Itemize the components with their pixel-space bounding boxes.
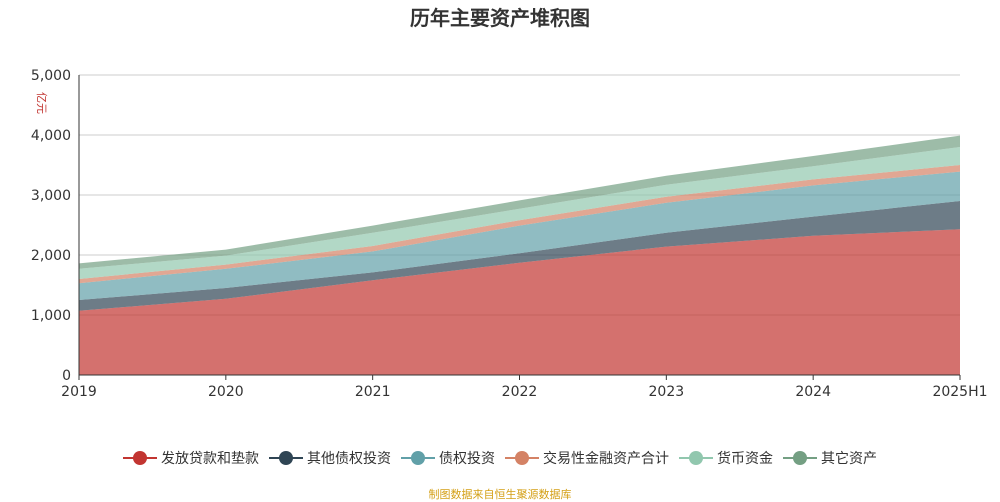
- legend-item[interactable]: 其它资产: [783, 448, 877, 468]
- legend-label: 其它资产: [821, 451, 877, 467]
- x-tick-label: 2025H1: [932, 384, 987, 400]
- area-series-4: [79, 147, 960, 279]
- legend-label: 债权投资: [439, 451, 495, 467]
- legend-label: 交易性金融资产合计: [543, 451, 669, 467]
- area-series-0: [79, 229, 960, 375]
- y-tick-label: 0: [62, 368, 71, 384]
- legend-item[interactable]: 其他债权投资: [269, 448, 391, 468]
- x-tick-label: 2021: [355, 384, 391, 400]
- axes: 0 1,000 2,000 3,000 4,000 5,000 2019 2020 2021 20…: [31, 68, 988, 400]
- y-tick-label: 2,000: [31, 248, 71, 264]
- y-tick-label: 5,000: [31, 68, 71, 84]
- legend-label: 发放贷款和垫款: [161, 451, 259, 467]
- legend-marker-icon: [269, 451, 303, 465]
- data-source-footer: 制图数据来自恒生聚源数据库: [428, 488, 572, 501]
- legend-marker-icon: [783, 451, 817, 465]
- legend-item[interactable]: 交易性金融资产合计: [505, 448, 669, 468]
- chart-title: 历年主要资产堆积图: [410, 6, 590, 30]
- stacked-areas: [79, 135, 960, 375]
- area-series-2: [79, 171, 960, 300]
- legend: 发放贷款和垫款 其他债权投资 债权投资 交易性金融资产合计 货币资金 其它资产: [0, 448, 1000, 468]
- x-tick-label: 2020: [208, 384, 244, 400]
- area-series-1: [79, 201, 960, 311]
- x-tick-label: 2024: [795, 384, 831, 400]
- legend-marker-icon: [123, 451, 157, 465]
- legend-marker-icon: [505, 451, 539, 465]
- legend-label: 其他债权投资: [307, 451, 391, 467]
- legend-label: 货币资金: [717, 451, 773, 467]
- x-tick-label: 2022: [502, 384, 538, 400]
- legend-item[interactable]: 债权投资: [401, 448, 495, 468]
- legend-item[interactable]: 发放贷款和垫款: [123, 448, 259, 468]
- x-tick-label: 2019: [61, 384, 97, 400]
- x-tick-label: 2023: [649, 384, 685, 400]
- legend-marker-icon: [401, 451, 435, 465]
- area-series-3: [79, 165, 960, 284]
- area-series-5: [79, 135, 960, 269]
- legend-item[interactable]: 货币资金: [679, 448, 773, 468]
- y-tick-label: 3,000: [31, 188, 71, 204]
- y-tick-label: 4,000: [31, 128, 71, 144]
- legend-marker-icon: [679, 451, 713, 465]
- y-axis-unit-label: 亿元: [35, 92, 48, 114]
- y-tick-label: 1,000: [31, 308, 71, 324]
